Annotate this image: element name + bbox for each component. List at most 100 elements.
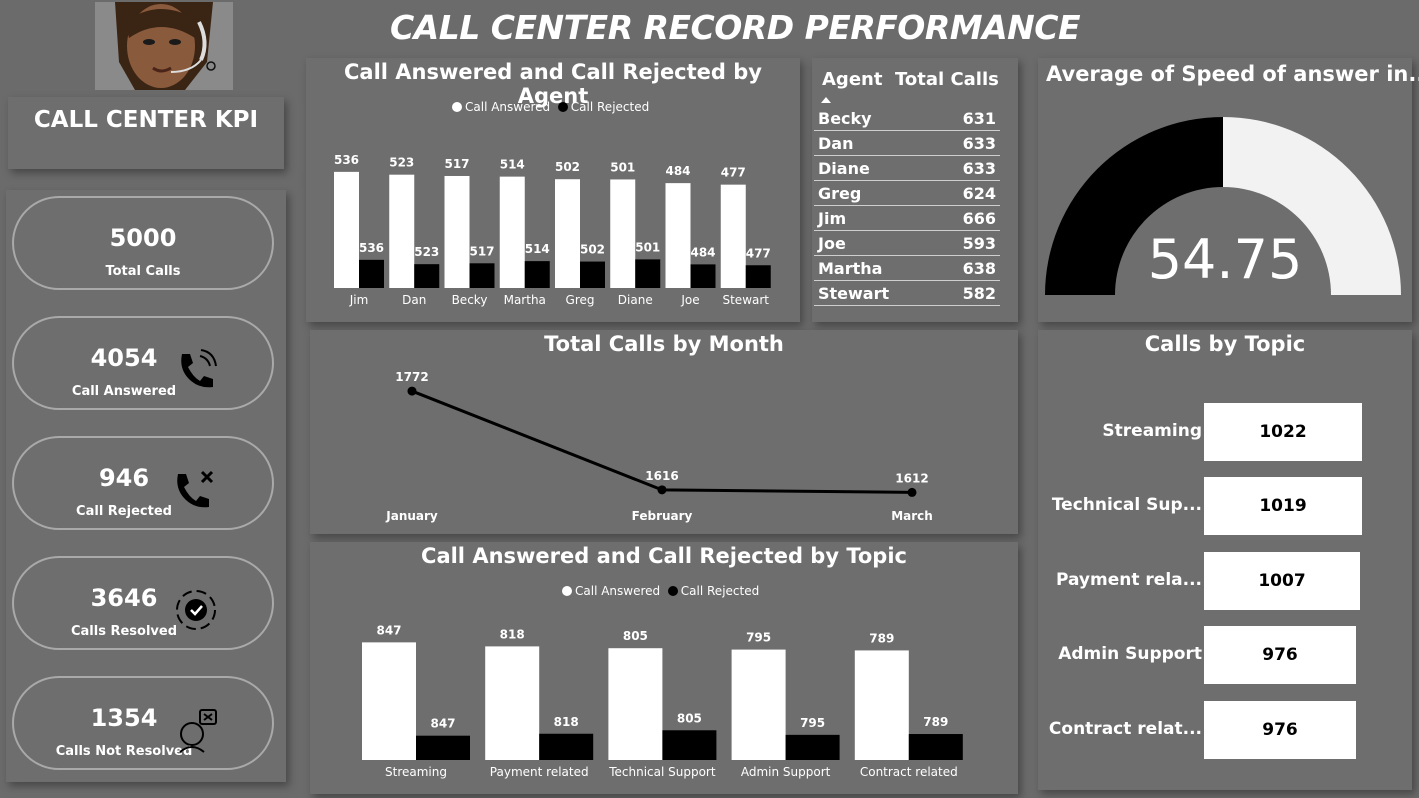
answered-bar [555, 179, 580, 288]
table-header-agent[interactable]: Agent [822, 69, 883, 90]
topic-row: Contract relat... 976 [1038, 701, 1412, 759]
kpi-calls-resolved-card: 3646 Calls Resolved [12, 556, 274, 650]
kpi-calls-not-resolved-card: 1354 Calls Not Resolved [12, 676, 274, 770]
rejected-data-label: 523 [414, 245, 439, 259]
total-calls-cell: 593 [936, 230, 1000, 256]
answered-bar [854, 650, 909, 760]
answered-data-label: 789 [869, 631, 894, 645]
kpi-total-calls-card: 5000 Total Calls [12, 196, 274, 290]
rejected-bar [662, 730, 717, 760]
total-calls-cell: 666 [936, 205, 1000, 231]
month-tick-label: February [632, 509, 693, 523]
answered-data-label: 514 [500, 158, 525, 172]
answered-data-label: 523 [389, 156, 414, 170]
table-row[interactable]: Martha 638 [814, 255, 1000, 281]
topic-value: 976 [1204, 626, 1356, 684]
agent-table: Becky 631 Dan 633 Diane 633 Greg 624 Jim 666 Joe 59… [814, 106, 1000, 306]
rejected-data-label: 795 [800, 716, 825, 730]
kpi-label: Total Calls [105, 264, 181, 279]
rejected-data-label: 517 [469, 244, 494, 258]
answered-bar [389, 174, 415, 288]
legend-answered-marker [562, 586, 572, 596]
rejected-data-label: 501 [635, 240, 660, 254]
category-tick-label: Joe [680, 293, 699, 307]
answered-bar [334, 171, 359, 288]
topic-label: Admin Support [1058, 644, 1202, 664]
topic-row: Payment rela... 1007 [1038, 552, 1412, 610]
category-tick-label: Contract related [860, 765, 958, 779]
category-tick-label: Technical Support [608, 765, 716, 779]
answered-data-label: 517 [444, 157, 469, 171]
gauge-value-arc [1045, 117, 1223, 295]
answered-data-label: 484 [665, 164, 690, 178]
month-chart-title: Total Calls by Month [544, 332, 784, 356]
topic-chart-title: Call Answered and Call Rejected by Topic [421, 544, 907, 568]
table-row[interactable]: Becky 631 [814, 106, 1000, 131]
category-tick-label: Payment related [490, 765, 589, 779]
month-line-chart: 1772 January 1616 February 1612 March [385, 370, 933, 523]
rejected-bar [539, 733, 594, 760]
agent-name-cell: Becky [814, 106, 937, 131]
category-tick-label: Diane [618, 293, 653, 307]
table-row[interactable]: Joe 593 [814, 230, 1000, 256]
kpi-label: Calls Not Resolved [55, 744, 193, 759]
month-point [907, 487, 917, 497]
legend-rejected-marker [667, 586, 678, 596]
kpi-title: CALL CENTER KPI [33, 107, 259, 133]
page-title: CALL CENTER RECORD PERFORMANCE [389, 8, 1081, 47]
category-tick-label: Dan [402, 293, 426, 307]
rejected-bar [469, 263, 495, 288]
month-tick-label: March [891, 509, 933, 523]
agent-table-panel: Agent Total Calls Becky 631 Dan 633 Diane 633… [812, 58, 1018, 322]
month-point [407, 386, 417, 396]
table-header-total-calls[interactable]: Total Calls [895, 69, 999, 90]
agent-name-cell: Diane [814, 155, 937, 181]
agent-chart-legend: Call Answered Call Rejected [452, 100, 649, 114]
rejected-data-label: 818 [554, 715, 579, 729]
calls-by-topic-title: Calls by Topic [1144, 332, 1306, 356]
kpi-title-card: CALL CENTER KPI [8, 97, 284, 169]
table-row[interactable]: Dan 633 [814, 130, 1000, 156]
answered-bar [444, 175, 470, 288]
kpi-value: 946 [98, 464, 150, 492]
topic-bar-chart: 847 847 Streaming 818 818 Payment related 805 8… [362, 623, 963, 779]
table-row[interactable]: Greg 624 [814, 180, 1000, 206]
answered-data-label: 536 [334, 153, 359, 167]
month-tick-label: January [385, 509, 438, 523]
gauge-panel: Average of Speed of answer in... 54.75 [1038, 58, 1419, 322]
answered-bar [499, 176, 525, 288]
table-row[interactable]: Diane 633 [814, 155, 1000, 181]
answered-data-label: 502 [555, 160, 580, 174]
month-point [657, 485, 667, 495]
calls-by-topic-panel: Calls by Topic Streaming 1022 Technical … [1038, 330, 1412, 790]
legend-answered-marker [452, 102, 462, 112]
resolved-badge-icon [176, 590, 216, 630]
rejected-bar [908, 734, 963, 760]
kpi-value: 5000 [109, 224, 177, 252]
sort-ascending-icon[interactable] [820, 96, 832, 104]
month-data-label: 1612 [895, 471, 928, 485]
rejected-data-label: 477 [746, 246, 771, 260]
month-chart-panel: Total Calls by Month 1772 January 1616 Febr… [310, 330, 1018, 534]
agent-name-cell: Martha [814, 255, 937, 281]
agent-name-cell: Stewart [814, 280, 937, 306]
answered-data-label: 847 [376, 623, 401, 637]
rejected-bar [359, 259, 384, 288]
table-row[interactable]: Stewart 582 [814, 280, 1000, 306]
rejected-bar [785, 734, 840, 760]
answered-bar [362, 642, 416, 760]
topic-value: 1007 [1204, 552, 1360, 610]
rejected-data-label: 502 [580, 243, 605, 257]
kpi-panel: 5000 Total Calls 4054 Call Answered 946 … [6, 190, 286, 782]
answered-bar [665, 183, 691, 288]
gauge-value: 54.75 [1147, 228, 1303, 291]
legend-rejected-marker [557, 102, 568, 112]
agent-name-cell: Greg [814, 180, 937, 206]
agent-name-cell: Joe [814, 230, 937, 256]
kpi-label: Call Answered [71, 384, 177, 399]
answered-bar [731, 649, 786, 760]
table-row[interactable]: Jim 666 [814, 205, 1000, 231]
agent-chart-panel: Call Answered and Call Rejected by Agent… [306, 58, 800, 322]
rejected-bar [416, 735, 470, 760]
kpi-call-answered-card: 4054 Call Answered [12, 316, 274, 410]
